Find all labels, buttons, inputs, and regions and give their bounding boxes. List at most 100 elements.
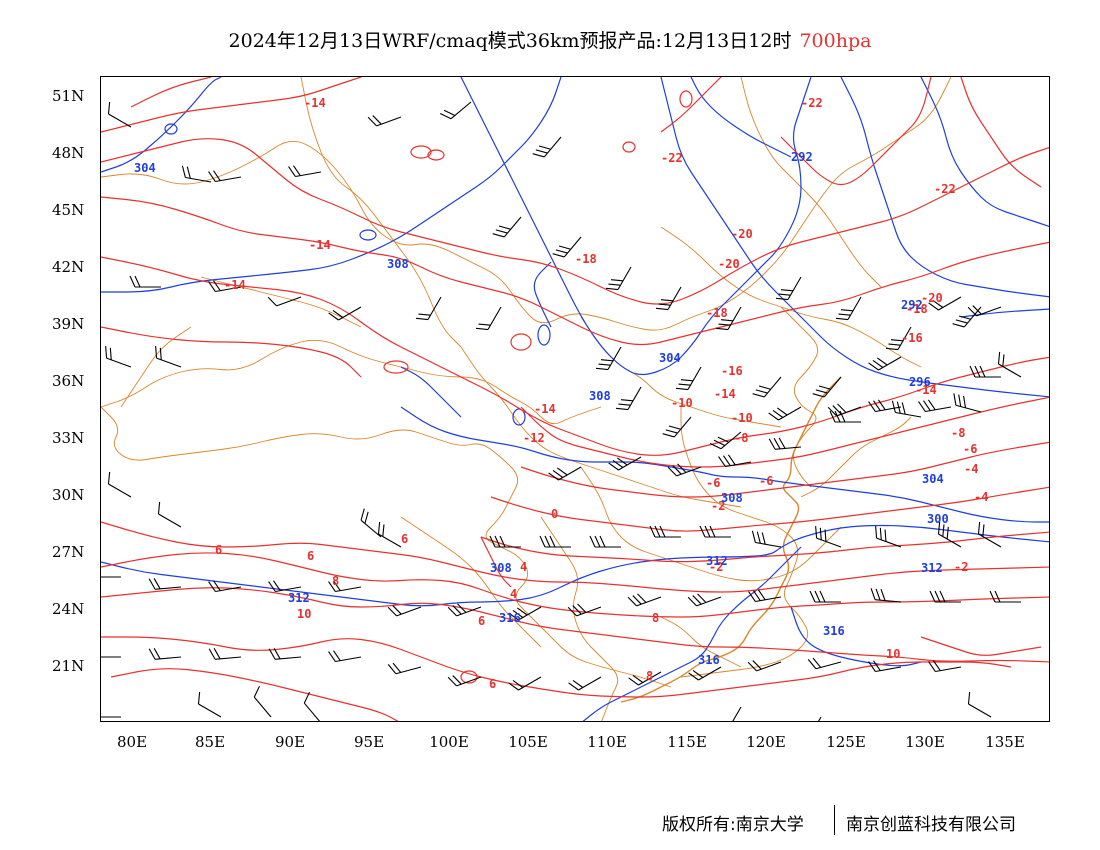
temperature-label: -2 <box>709 560 723 574</box>
lon-label: 125E <box>826 733 866 751</box>
temperature-label: -10 <box>671 396 693 410</box>
temperature-label: -14 <box>304 96 326 110</box>
geopotential-label: 292 <box>791 150 813 164</box>
wind-barb <box>775 276 802 301</box>
wind-barb <box>567 603 602 617</box>
geopotential-label: 308 <box>490 561 512 575</box>
geopotential-labels: 304 292 308 304 292 296 308 304 308 300 308 312 312 3… <box>134 150 949 667</box>
wind-barb <box>532 136 562 158</box>
wind-barb <box>829 410 861 423</box>
title-main: 2024年12月13日WRF/cmaq模式36km预报产品:12月13日12时 <box>228 30 792 52</box>
temperature-label: -2 <box>954 560 968 574</box>
temperature-label: 10 <box>886 647 900 661</box>
geopotential-label: 312 <box>921 561 943 575</box>
temperature-label: -22 <box>801 96 823 110</box>
lat-label: 51N <box>52 87 85 105</box>
wind-barb <box>815 526 842 548</box>
wind-barb <box>415 296 442 321</box>
wind-barb <box>208 280 242 293</box>
wind-barb <box>628 671 662 686</box>
footer-divider <box>834 805 835 835</box>
geopotential-label: 308 <box>387 257 409 271</box>
wind-barb <box>667 463 702 477</box>
wind-barb <box>969 365 1001 378</box>
wind-barb <box>387 662 422 675</box>
lat-label: 39N <box>52 315 85 333</box>
wind-barb <box>875 526 902 548</box>
wind-barb <box>751 530 782 548</box>
lon-label: 105E <box>508 733 548 751</box>
map-frame: -14 -14 -14 -18 -22 -22 -22 -20 -20 -20 -18 -18 -16-… <box>100 76 1050 722</box>
lon-label: 135E <box>985 733 1025 751</box>
temperature-label: -6 <box>759 474 773 488</box>
lon-label: 85E <box>194 733 226 751</box>
temperature-label: -18 <box>575 252 597 266</box>
geopotential-label: 292 <box>901 298 923 312</box>
wind-barb <box>105 346 132 368</box>
lat-label: 36N <box>52 372 85 390</box>
copyright-text: 版权所有:南京大学 <box>662 815 804 835</box>
lat-label: 21N <box>52 657 85 675</box>
wind-barb <box>101 716 121 718</box>
lat-label: 33N <box>52 429 85 447</box>
wind-barb <box>953 393 982 413</box>
wind-barb <box>148 578 182 590</box>
temperature-label: 6 <box>215 543 222 557</box>
temperature-label: 4 <box>510 587 517 601</box>
temperature-label: -14 <box>915 383 937 397</box>
temperature-label: -6 <box>706 476 720 490</box>
wind-barb <box>928 660 962 673</box>
wind-barb <box>768 437 802 450</box>
wind-barb <box>809 590 841 603</box>
wind-barb <box>812 376 842 398</box>
wind-barb <box>552 236 582 258</box>
temperature-label: -4 <box>964 462 978 476</box>
lat-label: 48N <box>52 144 85 162</box>
temperature-label: -20 <box>921 291 943 305</box>
wind-barb <box>157 501 182 528</box>
temperature-label: -8 <box>951 426 965 440</box>
lat-label: 24N <box>52 600 85 618</box>
wind-barb <box>655 286 682 311</box>
geopotential-label: 316 <box>698 653 720 667</box>
temperature-label: 6 <box>489 677 496 691</box>
wind-barb <box>267 296 302 307</box>
wind-barb <box>718 454 752 468</box>
lon-label: 90E <box>274 733 306 751</box>
wind-barb <box>328 580 362 593</box>
temperature-label: -18 <box>706 306 728 320</box>
temperature-label: -14 <box>224 278 246 292</box>
wind-barb <box>548 466 582 481</box>
wind-barb <box>967 305 1002 317</box>
temperature-label: -14 <box>309 238 331 252</box>
wind-barb <box>101 576 121 578</box>
temperature-label: -2 <box>711 499 725 513</box>
temperature-label: -20 <box>718 257 740 271</box>
wind-barb <box>715 306 742 331</box>
lon-label: 120E <box>746 733 786 751</box>
wind-barb <box>568 676 602 691</box>
wind-barb <box>929 590 961 603</box>
lat-label: 30N <box>52 486 85 504</box>
lon-label: 95E <box>353 733 385 751</box>
wind-barb <box>768 406 802 421</box>
wind-barb <box>627 593 662 607</box>
temperature-label: -20 <box>731 227 753 241</box>
map-canvas: -14-14-14-18-22-22-22-20-20-20-18-18-16-… <box>101 77 1049 721</box>
wind-barb <box>328 650 362 663</box>
wind-barb <box>268 648 302 660</box>
geopotential-label: 316 <box>823 624 845 638</box>
wind-barb <box>107 101 132 128</box>
wind-barb <box>649 525 681 538</box>
company-text: 南京创蓝科技有限公司 <box>846 815 1016 835</box>
wind-barb <box>807 716 822 721</box>
wind-barb <box>208 580 242 593</box>
wind-barb <box>727 706 742 721</box>
wind-barb <box>688 666 722 681</box>
geopotential-label: 316 <box>499 611 521 625</box>
geopotential-label: 312 <box>706 554 728 568</box>
lon-label: 80E <box>116 733 148 751</box>
wind-barb <box>489 535 521 548</box>
temperature-label: -16 <box>721 364 743 378</box>
temperature-contours <box>101 77 1049 721</box>
